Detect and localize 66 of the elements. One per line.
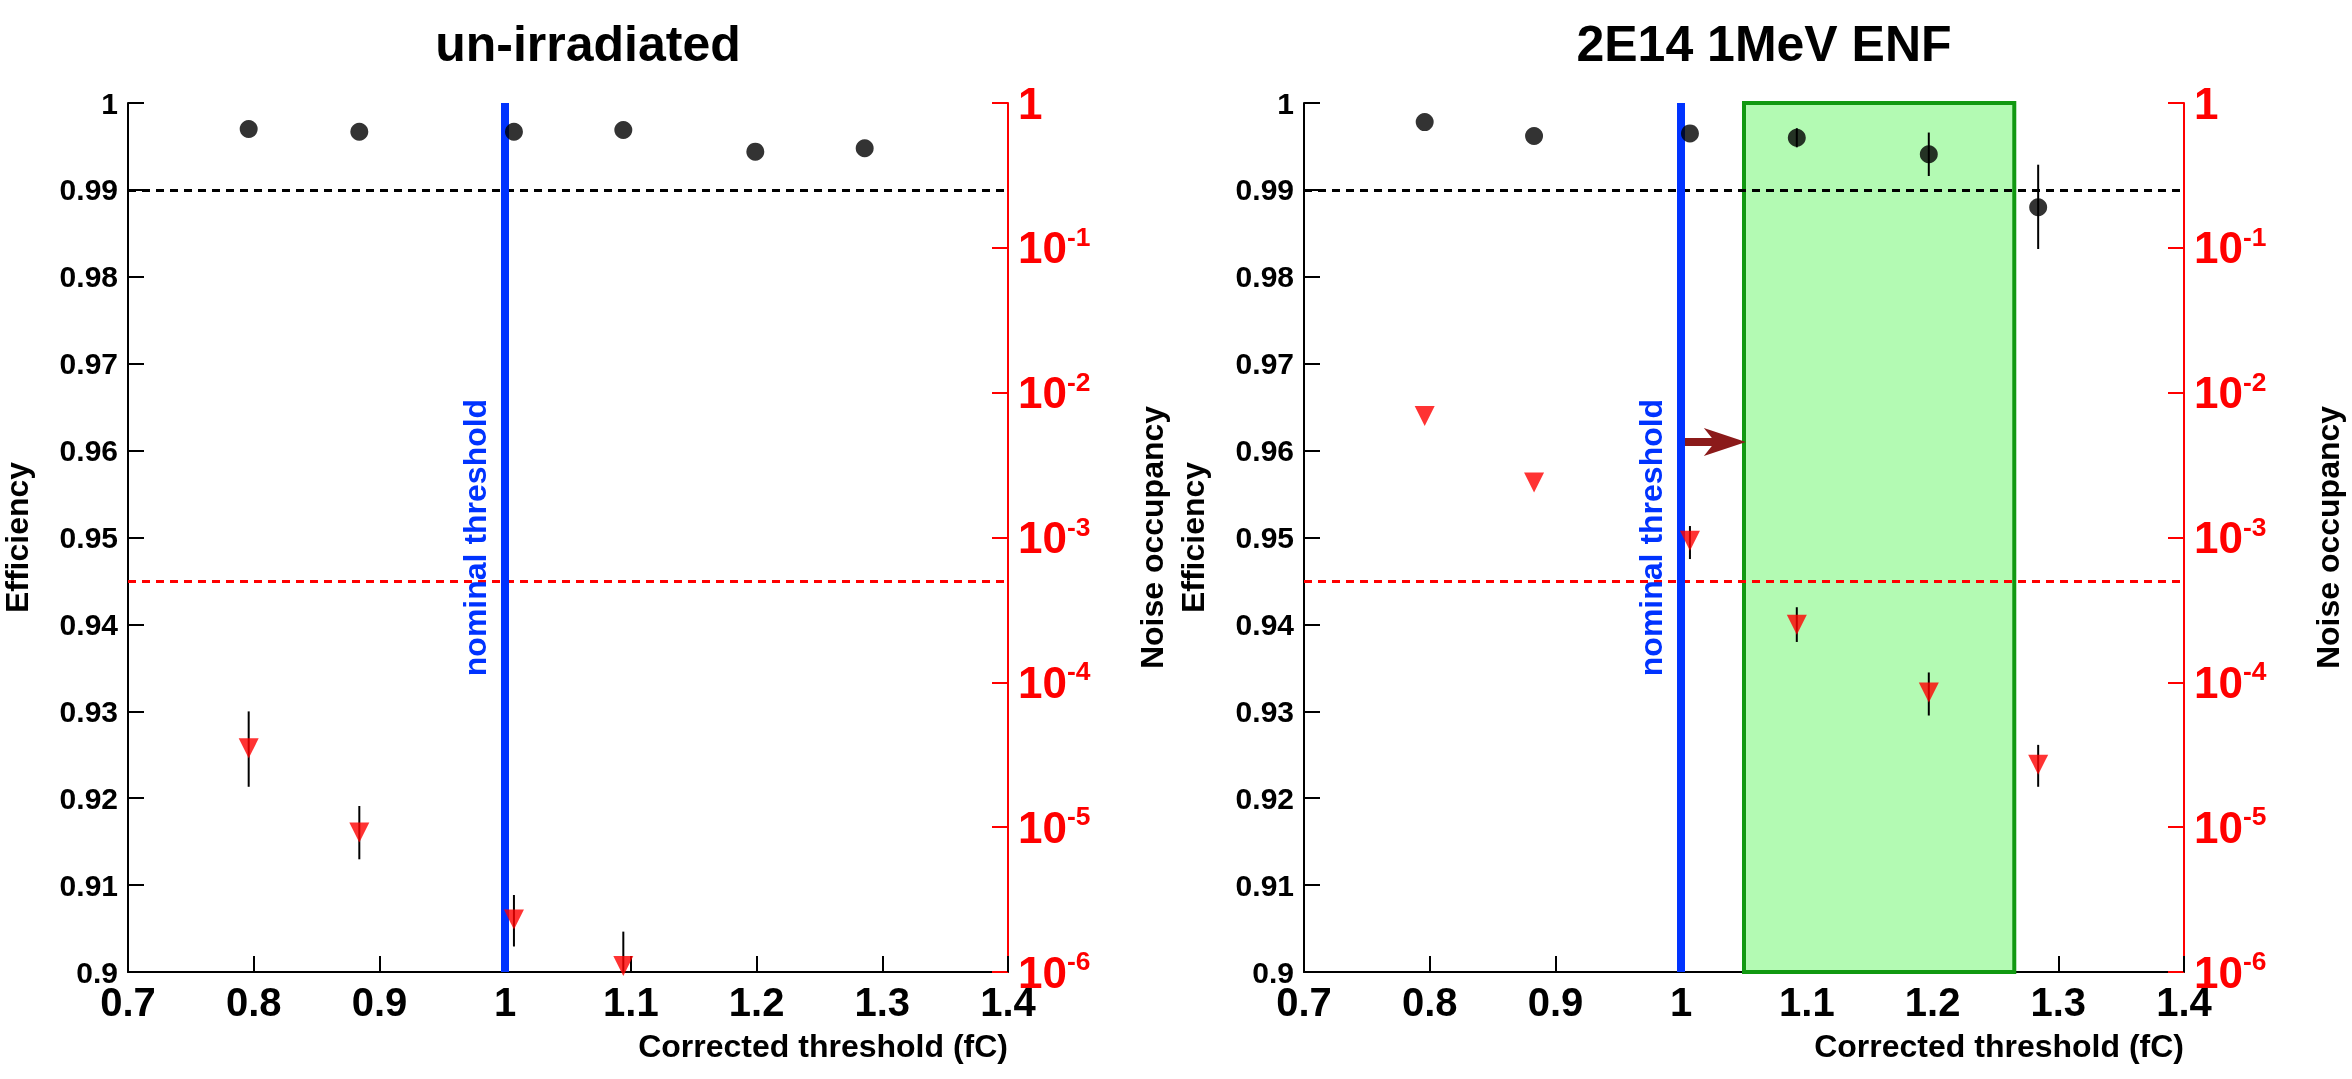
point (1524, 472, 1545, 493)
point (1918, 682, 1939, 703)
point (614, 120, 633, 139)
x-tick-label: 1 (494, 980, 517, 1024)
y-tick-label: 0.96 (59, 434, 118, 468)
point (350, 122, 369, 141)
point (1919, 145, 1938, 164)
point (746, 142, 765, 161)
point (2029, 198, 2048, 217)
point (239, 120, 258, 139)
y-tick-label: 0.99 (1235, 173, 1294, 207)
y2-axis-title: Noise occupancy (2310, 405, 2346, 670)
point (1680, 124, 1699, 143)
y-tick-label: 0.97 (1235, 347, 1294, 381)
point (238, 738, 259, 759)
x-tick-label: 1.1 (1779, 980, 1835, 1024)
y-tick-label: 0.93 (59, 694, 118, 728)
y-tick-label: 0.95 (1235, 521, 1294, 554)
y-tick-label: 0.92 (1235, 781, 1294, 815)
y2-axis-title: Noise occupancy (1134, 405, 1170, 670)
x-tick-label: 0.9 (1527, 980, 1584, 1024)
point (349, 822, 370, 843)
point (2028, 754, 2049, 775)
x-tick-label: 1.1 (603, 980, 659, 1024)
x-tick-label: 1.2 (1904, 980, 1961, 1024)
x-axis-title: Corrected threshold (fC) (638, 1028, 1008, 1064)
y-tick-label: 0.91 (1235, 868, 1294, 902)
point (1679, 530, 1700, 551)
y2-tick-label: 1 (2194, 78, 2219, 128)
y-tick-label: 0.96 (1235, 434, 1294, 468)
y-tick-label: 0.98 (1235, 260, 1294, 294)
x-axis-title: Corrected threshold (fC) (1814, 1028, 2184, 1064)
point (1415, 113, 1434, 132)
y-tick-label: 0.93 (1235, 694, 1294, 728)
ref-line-label: nominal threshold (1633, 398, 1670, 677)
y-axis-title: Efficiency (0, 461, 35, 614)
y-tick-label: 0.91 (59, 868, 118, 902)
x-tick-label: 0.8 (225, 980, 282, 1024)
ref-line-label: nominal threshold (457, 398, 494, 677)
x-tick-label: 1.3 (854, 980, 911, 1024)
point (1525, 127, 1544, 146)
y-tick-label: 0.99 (59, 173, 118, 207)
y-tick-label: 0.97 (59, 347, 118, 381)
point (1786, 614, 1807, 635)
y-axis-title: Efficiency (1175, 461, 1211, 614)
x-tick-label: 0.8 (1401, 980, 1458, 1024)
x-tick-label: 1.2 (728, 980, 785, 1024)
x-tick-label: 1 (1670, 980, 1693, 1024)
y-tick-label: 0.94 (59, 607, 119, 641)
x-tick-label: 0.9 (351, 980, 408, 1024)
y-tick-label: 0.98 (59, 260, 118, 294)
y-tick-label: 0.92 (59, 781, 118, 815)
chart-title: un-irradiated (435, 16, 741, 72)
y-tick-label: 1 (1277, 86, 1294, 120)
point (1414, 406, 1435, 427)
x-tick-label: 1.3 (2030, 980, 2087, 1024)
y-tick-label: 0.95 (59, 521, 118, 554)
point (855, 139, 874, 158)
point (613, 956, 634, 977)
y2-tick-label: 1 (1018, 78, 1043, 128)
point (1787, 128, 1806, 147)
y-tick-label: 1 (101, 86, 118, 120)
point (503, 909, 524, 930)
y-tick-label: 0.94 (1235, 607, 1295, 641)
chart-title: 2E14 1MeV ENF (1576, 16, 1952, 72)
point (504, 122, 523, 141)
